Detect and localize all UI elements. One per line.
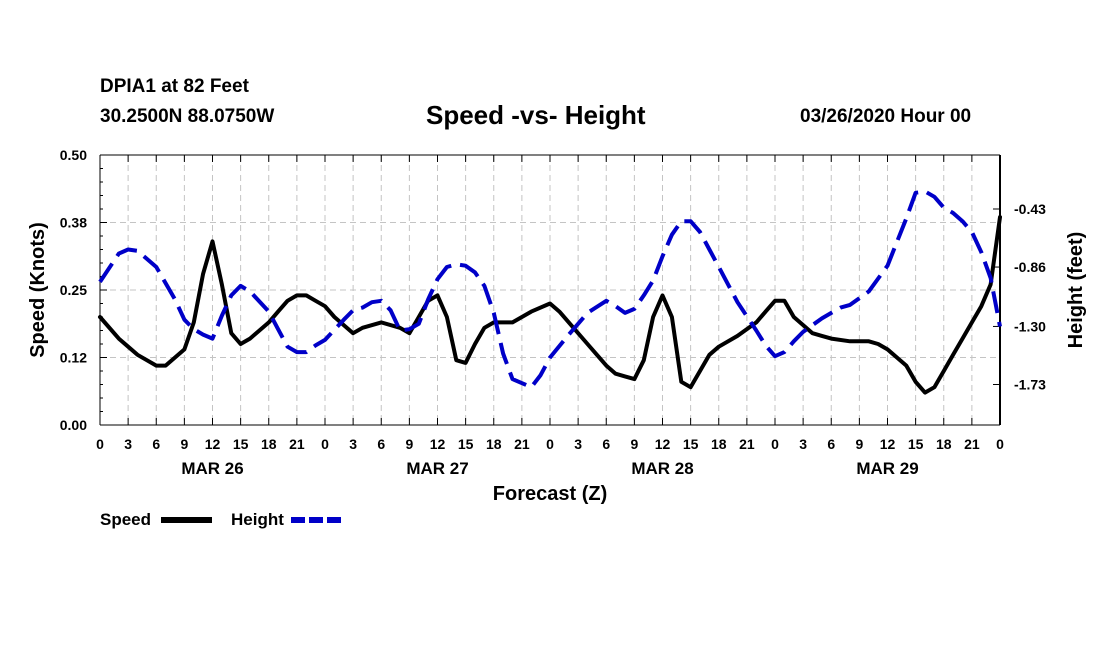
x-tick-label: 9 [855,436,863,452]
x-tick-label: 21 [289,436,305,452]
coordinates-label: 30.2500N 88.0750W [100,106,275,127]
x-tick-label: 21 [739,436,755,452]
x-tick-label: 3 [124,436,132,452]
series-line-speed [98,215,1002,395]
x-day-label: MAR 28 [631,459,693,478]
x-tick-label: 6 [152,436,160,452]
y-right-tick-label: -1.73 [1014,377,1046,393]
x-tick-label: 3 [799,436,807,452]
legend-height-label: Height [231,510,284,529]
x-tick-label: 18 [261,436,277,452]
station-label: DPIA1 at 82 Feet [100,76,249,97]
x-tick-label: 9 [180,436,188,452]
x-day-label: MAR 26 [181,459,243,478]
y-left-tick-label: 0.50 [60,147,87,163]
x-tick-label: 0 [546,436,554,452]
x-tick-label: 3 [349,436,357,452]
x-tick-label: 6 [602,436,610,452]
x-tick-label: 15 [683,436,699,452]
y-left-tick-label: 0.00 [60,417,87,433]
chart-title: Speed -vs- Height [426,100,646,130]
x-day-label: MAR 29 [856,459,918,478]
forecast-date-label: 03/26/2020 Hour 00 [800,106,972,127]
series-line-height [98,189,1002,390]
x-day-label: MAR 27 [406,459,468,478]
x-tick-label: 0 [771,436,779,452]
x-tick-label: 18 [486,436,502,452]
x-tick-label: 0 [321,436,329,452]
x-tick-label: 18 [711,436,727,452]
x-tick-label: 21 [514,436,530,452]
y-right-tick-label: -0.86 [1014,259,1046,275]
x-axis-title: Forecast (Z) [493,483,607,505]
x-tick-label: 12 [430,436,446,452]
x-tick-label: 15 [233,436,249,452]
y-right-axis-title: Height (feet) [1065,232,1087,349]
y-left-tick-label: 0.12 [60,350,87,366]
x-tick-label: 3 [574,436,582,452]
x-tick-label: 6 [377,436,385,452]
x-tick-label: 18 [936,436,952,452]
legend-speed-label: Speed [100,510,152,529]
x-tick-label: 9 [405,436,413,452]
x-tick-label: 9 [630,436,638,452]
x-tick-label: 15 [458,436,474,452]
y-left-axis-title: Speed (Knots) [27,222,49,358]
x-tick-label: 0 [96,436,104,452]
x-tick-label: 6 [827,436,835,452]
x-tick-label: 12 [205,436,221,452]
y-left-tick-label: 0.25 [60,282,87,298]
y-left-tick-label: 0.38 [60,215,87,231]
x-tick-label: 21 [964,436,980,452]
y-right-tick-label: -1.30 [1014,318,1046,334]
x-tick-label: 12 [880,436,896,452]
x-tick-label: 0 [996,436,1004,452]
x-tick-label: 15 [908,436,924,452]
y-right-tick-label: -0.43 [1014,201,1046,217]
x-tick-label: 12 [655,436,671,452]
